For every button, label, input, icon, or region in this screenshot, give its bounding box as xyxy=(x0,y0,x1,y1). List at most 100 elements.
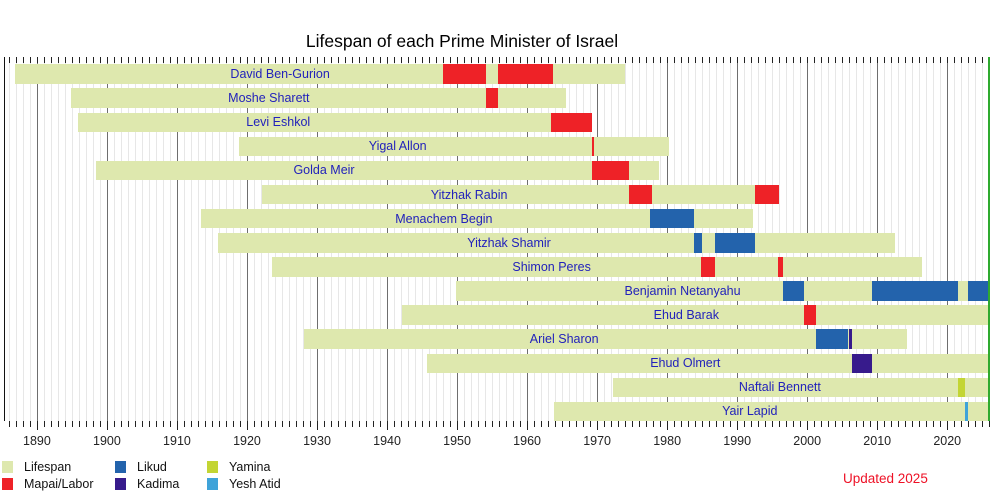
pm-name-link[interactable]: Shimon Peres xyxy=(512,259,591,274)
axis-tick-bottom xyxy=(422,421,424,427)
axis-tick-bottom xyxy=(408,421,410,427)
legend-swatch-yesh_atid xyxy=(207,477,218,490)
axis-tick-top xyxy=(260,57,262,63)
axis-tick-bottom xyxy=(982,421,984,427)
term-segment-mapai_labor xyxy=(701,257,716,277)
axis-tick-top xyxy=(141,57,143,63)
axis-tick-bottom xyxy=(905,421,907,427)
axis-tick-bottom xyxy=(190,421,192,427)
term-segment-mapai_labor xyxy=(754,184,780,205)
axis-tick-top xyxy=(92,57,94,63)
axis-tick-bottom xyxy=(267,421,269,427)
x-axis-year-label: 1980 xyxy=(653,434,682,448)
axis-tick-top xyxy=(232,57,234,63)
axis-tick-top xyxy=(849,57,851,63)
axis-tick-top xyxy=(457,57,459,63)
pm-name-link[interactable]: Benjamin Netanyahu xyxy=(624,283,741,298)
gridline-year xyxy=(43,57,45,421)
axis-tick-top xyxy=(842,57,844,63)
axis-tick-bottom xyxy=(204,421,206,427)
axis-tick-bottom xyxy=(898,421,900,427)
pm-name-link[interactable]: Ariel Sharon xyxy=(529,332,599,347)
axis-tick-top xyxy=(78,57,80,63)
axis-tick-top xyxy=(541,57,543,63)
axis-tick-top xyxy=(555,57,557,63)
gridline-year xyxy=(8,57,10,421)
gridline-year xyxy=(155,57,157,421)
legend: Lifespan Mapai/Labor Likud Kadima Yamina Yesh… xyxy=(0,455,320,500)
axis-tick-top xyxy=(779,57,781,63)
axis-tick-top xyxy=(281,57,283,63)
axis-tick-top xyxy=(863,57,865,63)
term-segment-likud xyxy=(816,329,849,349)
axis-tick-bottom xyxy=(688,421,690,427)
axis-tick-bottom xyxy=(485,421,487,427)
axis-tick-bottom xyxy=(639,421,641,427)
lifespan-bar xyxy=(426,353,989,373)
axis-tick-top xyxy=(611,57,613,63)
axis-tick-top xyxy=(134,57,136,63)
axis-tick-bottom xyxy=(50,421,52,427)
pm-name-link[interactable]: Menachem Begin xyxy=(395,211,493,226)
legend-label: Yamina xyxy=(229,460,271,474)
axis-tick-bottom xyxy=(828,421,830,427)
axis-tick-bottom xyxy=(660,421,662,427)
axis-tick-top xyxy=(106,57,108,63)
axis-tick-bottom xyxy=(415,421,417,427)
axis-tick-bottom xyxy=(716,421,718,427)
pm-name-link[interactable]: Yitzhak Rabin xyxy=(430,187,508,202)
axis-tick-top xyxy=(345,57,347,63)
axis-tick-bottom xyxy=(8,421,10,427)
pm-name-link[interactable]: Golda Meir xyxy=(293,163,355,178)
axis-tick-bottom xyxy=(548,421,550,427)
axis-tick-top xyxy=(267,57,269,63)
pm-name-link[interactable]: Levi Eshkol xyxy=(246,115,311,130)
gridline-year xyxy=(975,57,977,421)
axis-tick-bottom xyxy=(289,421,290,427)
gridline-year xyxy=(905,57,907,421)
x-axis-year-label: 1910 xyxy=(163,434,191,448)
axis-tick-top xyxy=(982,57,984,63)
axis-tick-bottom xyxy=(394,421,396,427)
gridline-year xyxy=(78,57,80,421)
axis-tick-bottom xyxy=(436,421,438,427)
axis-tick-top xyxy=(828,57,830,63)
axis-tick-top xyxy=(50,57,52,63)
pm-name-link[interactable]: Ehud Olmert xyxy=(650,356,721,371)
pm-name-link[interactable]: Naftali Bennett xyxy=(738,380,821,395)
axis-tick-top xyxy=(765,57,767,63)
axis-tick-bottom xyxy=(506,421,508,427)
pm-name-link[interactable]: Yair Lapid xyxy=(722,404,778,419)
axis-tick-bottom xyxy=(246,421,248,430)
gridline-year xyxy=(71,57,73,421)
axis-tick-top xyxy=(366,57,368,63)
axis-tick-top xyxy=(450,57,452,63)
axis-tick-bottom xyxy=(148,421,150,427)
axis-tick-bottom xyxy=(653,421,655,427)
axis-tick-top xyxy=(940,57,942,63)
legend-swatch-lifespan xyxy=(2,461,13,473)
axis-tick-bottom xyxy=(814,421,816,427)
term-segment-mapai_labor xyxy=(591,136,594,157)
axis-tick-top xyxy=(695,57,697,63)
pm-name-link[interactable]: Ehud Barak xyxy=(653,308,720,323)
axis-tick-top xyxy=(912,57,914,63)
pm-name-link[interactable]: David Ben-Gurion xyxy=(230,67,330,82)
axis-tick-bottom xyxy=(912,421,914,427)
axis-tick-bottom xyxy=(877,421,879,430)
axis-tick-bottom xyxy=(352,421,354,427)
axis-tick-top xyxy=(548,57,550,63)
pm-name-link[interactable]: Yigal Allon xyxy=(368,139,427,154)
axis-tick-bottom xyxy=(947,421,949,430)
pm-name-link[interactable]: Yitzhak Shamir xyxy=(467,235,551,250)
axis-tick-bottom xyxy=(106,421,108,430)
axis-tick-bottom xyxy=(765,421,767,427)
axis-tick-top xyxy=(653,57,655,63)
axis-tick-bottom xyxy=(345,421,347,427)
axis-tick-bottom xyxy=(569,421,571,427)
axis-tick-top xyxy=(190,57,192,63)
axis-tick-bottom xyxy=(821,421,823,427)
axis-tick-bottom xyxy=(338,421,340,427)
pm-name-link[interactable]: Moshe Sharett xyxy=(228,91,310,106)
